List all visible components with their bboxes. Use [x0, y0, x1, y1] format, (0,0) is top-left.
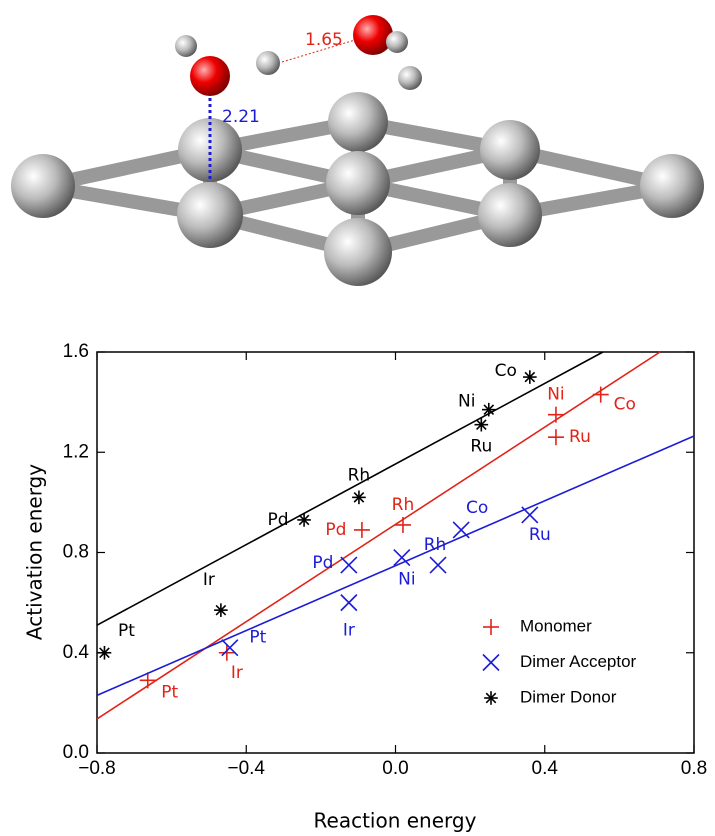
- point-marker: [218, 644, 235, 661]
- point-label: Pd: [325, 520, 346, 540]
- legend-label: Dimer Acceptor: [520, 652, 637, 671]
- point-label: Pt: [118, 621, 135, 641]
- point-marker: [353, 521, 370, 538]
- point-marker: [340, 594, 358, 612]
- point-marker: [592, 386, 609, 403]
- point-label: Co: [466, 498, 488, 518]
- x-tick-label: 0.0: [382, 758, 408, 779]
- fit-line: [96, 351, 604, 626]
- point-label: Ru: [529, 525, 551, 545]
- marker-stroke: [475, 419, 487, 431]
- y-axis-label: Activation energy: [23, 464, 47, 640]
- marker-stroke: [340, 556, 358, 574]
- point-label: Rh: [392, 495, 415, 515]
- marker-stroke: [99, 647, 110, 659]
- marker-stroke: [483, 404, 495, 415]
- point-marker: [221, 639, 239, 657]
- point-marker: [547, 429, 564, 446]
- point-label: Ir: [203, 570, 215, 590]
- point-label: Pt: [249, 628, 266, 648]
- point-label: Pt: [161, 682, 178, 702]
- x-tick-label: 0.4: [532, 758, 559, 779]
- y-tick-label: 1.6: [63, 341, 89, 362]
- point-label: Ni: [398, 570, 415, 590]
- marker-stroke: [485, 692, 497, 704]
- point-label: Rh: [348, 465, 371, 485]
- point-marker: [474, 417, 489, 432]
- point-marker: [481, 402, 496, 417]
- point-marker: [484, 691, 498, 705]
- marker-stroke: [452, 521, 470, 539]
- point-label: Ir: [231, 663, 243, 683]
- point-marker: [521, 506, 539, 524]
- point-marker: [214, 603, 228, 617]
- point-marker: [452, 521, 470, 539]
- legend-label: Monomer: [520, 616, 592, 635]
- fit-line: [96, 435, 695, 697]
- point-marker: [547, 406, 564, 423]
- x-axis-label: Reaction energy: [314, 809, 477, 833]
- point-marker: [352, 490, 366, 505]
- point-label: Ir: [343, 621, 355, 641]
- molecule-render: [11, 15, 704, 286]
- point-marker: [297, 513, 311, 527]
- point-label: Ru: [470, 437, 492, 457]
- point-label: Pd: [268, 510, 289, 530]
- point-label: Ni: [547, 385, 564, 405]
- point-marker: [523, 370, 537, 384]
- point-marker: [139, 672, 156, 689]
- distance-label: 2.21: [222, 107, 260, 127]
- point-label: Ru: [569, 427, 591, 447]
- point-marker: [393, 548, 411, 567]
- point-label: Pd: [312, 553, 333, 573]
- marker-stroke: [429, 556, 447, 574]
- x-tick-label: 0.8: [681, 758, 707, 779]
- point-marker: [482, 653, 500, 672]
- y-tick-label: 0.8: [63, 542, 89, 563]
- point-label: Co: [614, 395, 636, 415]
- distance-label: 1.65: [305, 30, 343, 50]
- point-marker: [340, 556, 358, 574]
- marker-stroke: [393, 548, 411, 567]
- point-marker: [429, 556, 447, 574]
- marker-stroke: [524, 371, 536, 383]
- x-tick-label: −0.8: [78, 758, 116, 779]
- point-label: Ni: [458, 392, 475, 412]
- x-tick-label: −0.4: [227, 758, 265, 779]
- y-tick-label: 0.4: [63, 642, 90, 663]
- point-marker: [483, 619, 499, 635]
- point-marker: [97, 645, 112, 660]
- point-label: Co: [495, 361, 517, 381]
- marker-stroke: [298, 514, 310, 526]
- marker-stroke: [521, 506, 539, 524]
- legend-label: Dimer Donor: [520, 687, 617, 706]
- marker-stroke: [215, 604, 227, 616]
- marker-stroke: [221, 639, 239, 657]
- marker-stroke: [353, 492, 365, 503]
- fit-line: [96, 351, 661, 720]
- marker-stroke: [340, 594, 358, 612]
- marker-stroke: [482, 653, 500, 672]
- y-tick-label: 1.2: [63, 441, 89, 462]
- point-marker: [394, 516, 411, 533]
- point-label: Rh: [424, 535, 447, 555]
- y-tick-label: 0.0: [63, 742, 89, 763]
